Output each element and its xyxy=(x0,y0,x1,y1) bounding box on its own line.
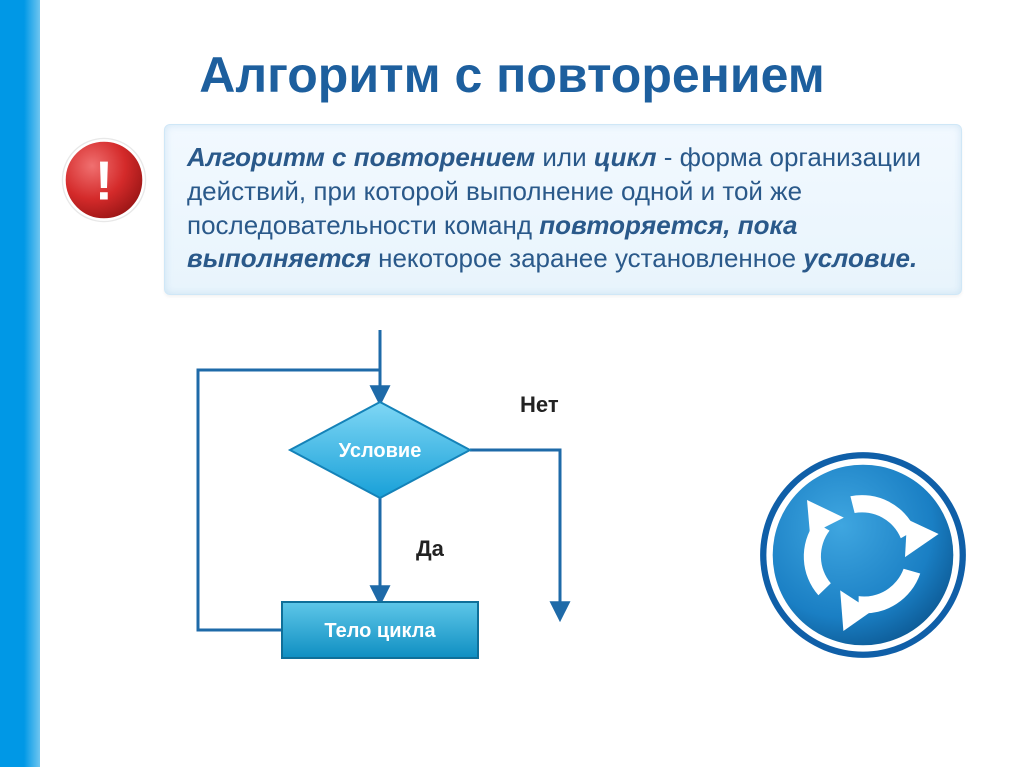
flow-edge-label: Нет xyxy=(520,392,559,417)
flow-node-label: Тело цикла xyxy=(324,620,436,642)
roundabout-sign-icon xyxy=(758,450,968,660)
flow-node-label: Условие xyxy=(339,440,422,462)
flow-edge xyxy=(470,450,560,618)
def-part: цикл xyxy=(594,142,657,172)
attention-icon: ! xyxy=(60,136,148,224)
definition-box: Алгоритм с повторением или цикл - форма … xyxy=(164,124,962,295)
flow-edge xyxy=(198,370,380,630)
svg-text:!: ! xyxy=(95,150,113,211)
def-part: некоторое заранее установленное xyxy=(371,243,803,273)
flowchart: Условие Тело цикла Нет Да xyxy=(150,330,610,750)
flow-edge-label: Да xyxy=(416,536,445,561)
def-part: Алгоритм с повторением xyxy=(187,142,535,172)
def-part: или xyxy=(535,142,594,172)
def-part: условие. xyxy=(803,243,917,273)
left-sidebar-accent xyxy=(0,0,40,767)
page-title: Алгоритм с повторением xyxy=(0,46,1024,104)
